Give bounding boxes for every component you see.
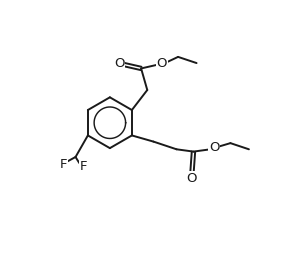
Text: O: O	[209, 141, 219, 154]
Text: O: O	[114, 57, 125, 70]
Text: O: O	[157, 57, 167, 70]
Text: F: F	[79, 160, 87, 173]
Text: F: F	[60, 158, 67, 171]
Text: O: O	[187, 172, 197, 185]
